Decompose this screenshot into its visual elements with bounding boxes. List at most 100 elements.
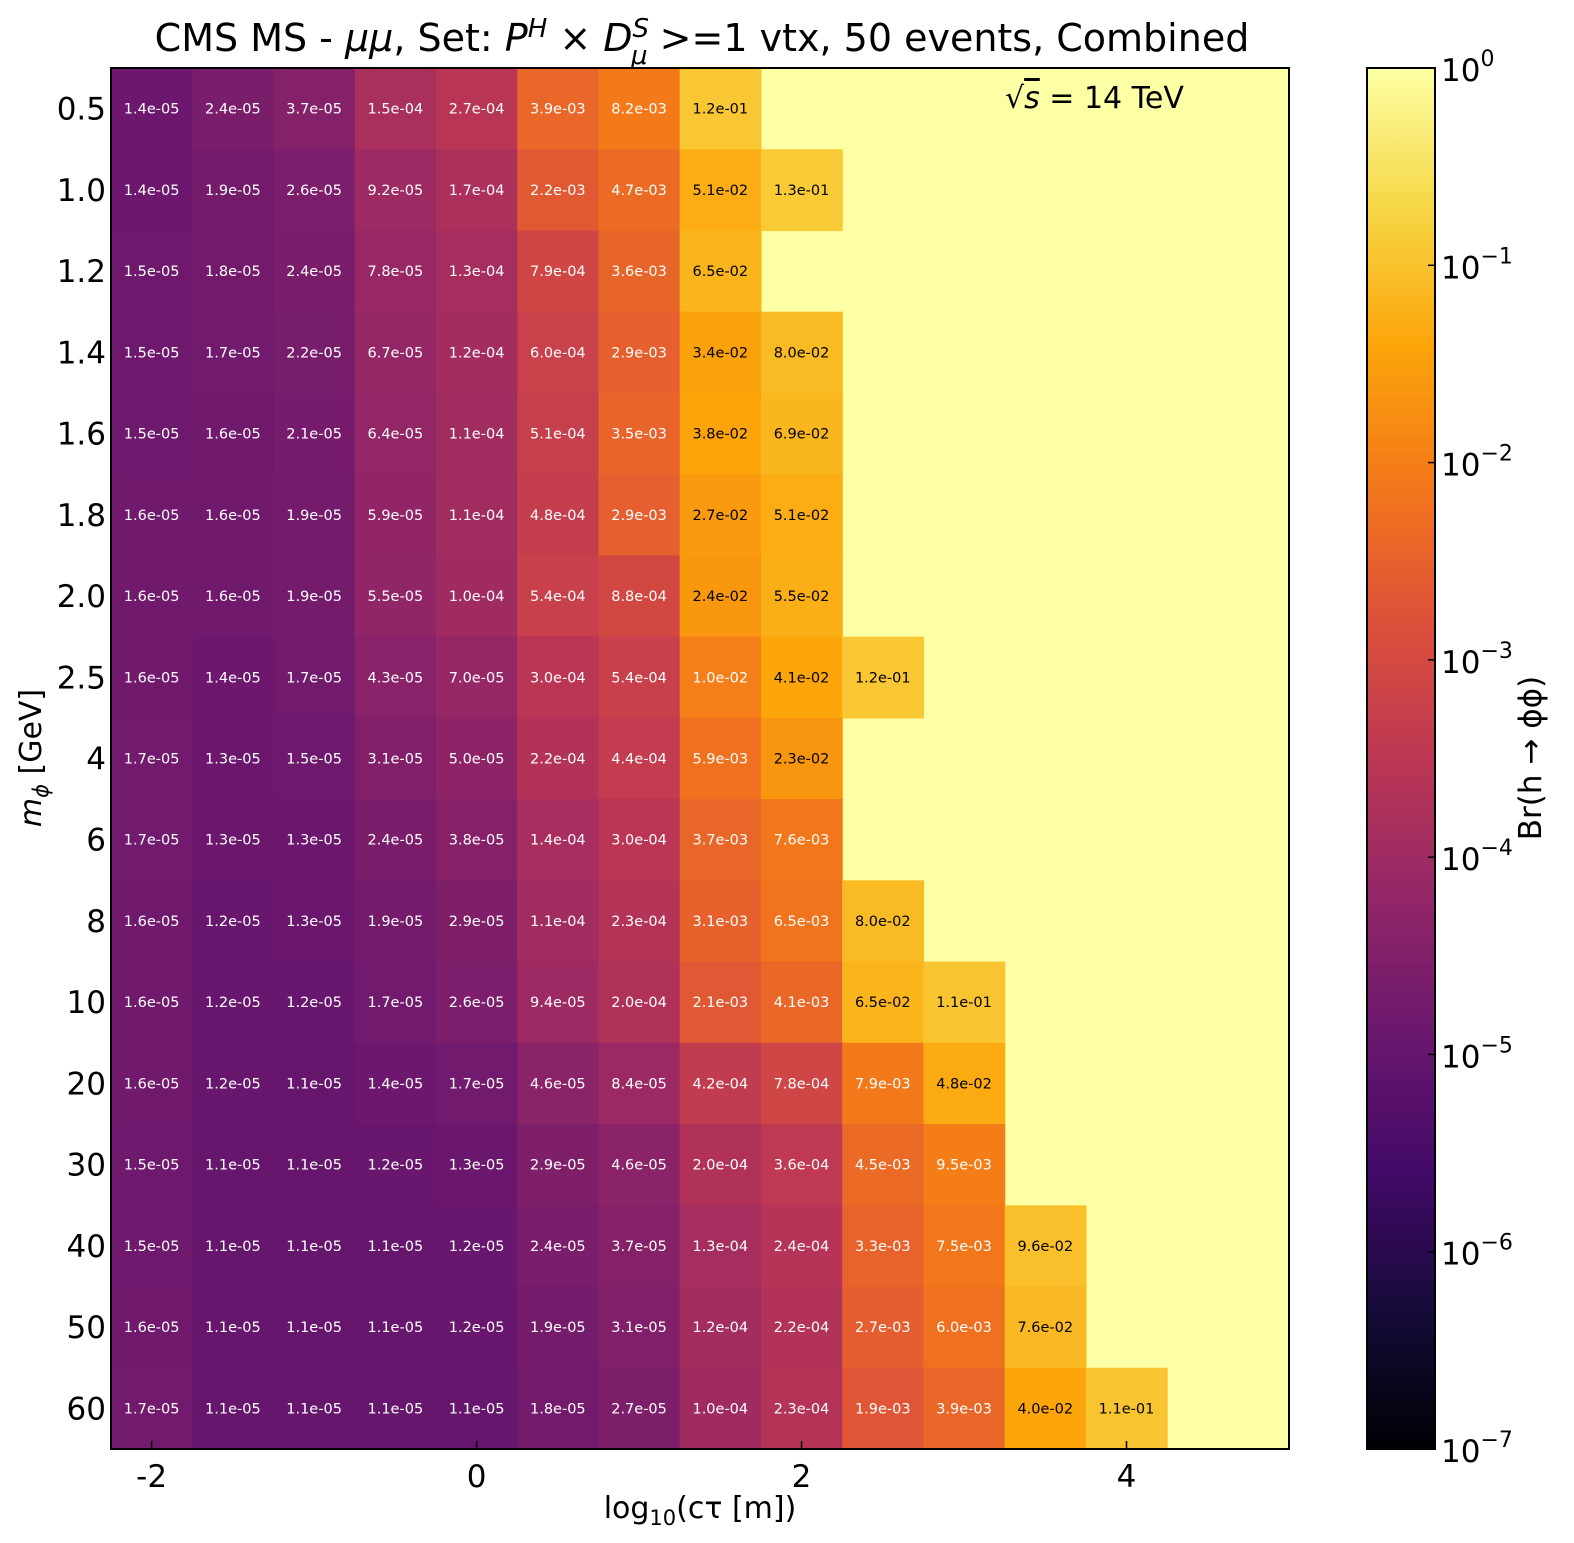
cell-value-label: 3.6e-04 [774,1158,830,1174]
y-tick-label: 6 [86,823,106,859]
cell-value-label: 6.9e-02 [774,427,830,443]
cell-value-label: 1.7e-04 [449,183,505,199]
heatmap-cell [354,1124,437,1206]
heatmap-cell [517,392,600,475]
cell-value-label: 1.1e-05 [205,1401,261,1417]
heatmap-cell [679,149,762,232]
cell-value-label: 3.8e-02 [692,427,748,443]
cell-value-label: 3.7e-03 [692,833,748,849]
cell-value-label: 3.1e-03 [692,914,748,930]
cell-value-label: 1.6e-05 [205,589,261,605]
cell-value-label: 1.5e-05 [124,264,180,280]
cell-value-label: 1.2e-05 [449,1320,505,1336]
heatmap-cell [842,880,925,963]
cell-value-label: 1.1e-04 [449,427,505,443]
heatmap-cell [517,1042,600,1125]
heatmap-cell [354,311,437,394]
cell-value-label: 3.1e-05 [611,1320,667,1336]
cell-value-label: 1.1e-05 [368,1239,424,1255]
heatmap-cell [679,311,762,394]
heatmap-cells: 1.4e-05 2.4e-05 3.7e-05 1.5e-04 2.7e-04 3.9e-… [111,68,1289,1450]
heatmap-cell [354,392,437,475]
heatmap-cell [111,392,193,475]
cell-value-label: 2.9e-03 [611,508,667,524]
heatmap-cell [435,961,518,1044]
heatmap-cell [192,1205,275,1288]
cell-value-label: 1.1e-05 [286,1401,342,1417]
heatmap-cell [192,311,275,394]
heatmap-cell [192,1042,275,1125]
cell-value-label: 4.8e-02 [936,1076,992,1092]
heatmap-cell [760,1042,843,1125]
heatmap-cell [517,1124,600,1206]
cell-value-label: 2.0e-04 [692,1158,748,1174]
cell-value-label: 9.4e-05 [530,995,586,1011]
heatmap-cell [354,555,437,638]
cell-value-label: 8.2e-03 [611,102,667,118]
cell-value-label: 1.9e-05 [286,589,342,605]
heatmap-cell [111,1205,193,1288]
cell-value-label: 1.1e-05 [286,1320,342,1336]
cell-value-label: 1.1e-01 [1099,1401,1155,1417]
cell-value-label: 3.0e-04 [611,833,667,849]
cell-value-label: 1.1e-04 [449,508,505,524]
heatmap-cell [435,799,518,881]
heatmap-cell [598,636,681,719]
cell-value-label: 1.3e-01 [774,183,830,199]
cell-value-label: 7.6e-03 [774,833,830,849]
heatmap-cell [598,230,681,313]
heatmap-cell [192,880,275,963]
cell-value-label: 1.0e-02 [692,670,748,686]
heatmap-cell [273,1042,356,1125]
cell-value-label: 1.5e-05 [124,427,180,443]
heatmap-cell [1085,1367,1168,1450]
heatmap-cell [192,474,275,557]
cell-value-label: 9.6e-02 [1017,1239,1073,1255]
heatmap-cell [111,799,193,881]
heatmap-cell [111,1286,193,1369]
cell-value-label: 1.5e-04 [368,102,424,118]
y-tick-label: 2.5 [57,660,106,696]
cell-value-label: 3.7e-05 [611,1239,667,1255]
cell-value-label: 2.6e-05 [286,183,342,199]
cell-value-label: 2.9e-03 [611,345,667,361]
heatmap-cell [842,1367,925,1450]
colorbar-tick-label: 10−7 [1441,1428,1513,1470]
cell-value-label: 1.6e-05 [205,508,261,524]
cell-value-label: 7.8e-05 [368,264,424,280]
cell-value-label: 6.5e-02 [855,995,911,1011]
heatmap-cell [435,1042,518,1125]
cell-value-label: 6.0e-03 [936,1320,992,1336]
heatmap-cell [192,636,275,719]
heatmap-cell [192,1124,275,1206]
cell-value-label: 4.3e-05 [368,670,424,686]
heatmap-cell [517,636,600,719]
colorbar-tick-label: 10−5 [1441,1033,1513,1075]
cell-value-label: 1.1e-05 [205,1239,261,1255]
cell-value-label: 3.5e-03 [611,427,667,443]
cell-value-label: 2.7e-05 [611,1401,667,1417]
cell-value-label: 1.7e-05 [205,345,261,361]
heatmap-cell [192,230,275,313]
cell-value-label: 1.2e-05 [205,995,261,1011]
heatmap-cell [517,799,600,881]
heatmap-cell [354,1042,437,1125]
heatmap-cell [192,1286,275,1369]
heatmap-cell [679,636,762,719]
heatmap-cell [598,474,681,557]
heatmap-cell [354,68,437,150]
heatmap-cell [435,555,518,638]
cell-value-label: 1.2e-05 [286,995,342,1011]
heatmap-cell [354,799,437,881]
cell-value-label: 1.0e-04 [449,589,505,605]
heatmap-cell [435,1367,518,1450]
cell-value-label: 1.9e-05 [286,508,342,524]
cell-value-label: 2.0e-04 [611,995,667,1011]
cell-value-label: 3.9e-03 [530,102,586,118]
cell-value-label: 1.5e-05 [124,1158,180,1174]
cell-value-label: 9.5e-03 [936,1158,992,1174]
heatmap-cell [598,717,681,800]
heatmap-cell [679,555,762,638]
heatmap-cell [192,392,275,475]
cell-value-label: 5.4e-04 [530,589,586,605]
